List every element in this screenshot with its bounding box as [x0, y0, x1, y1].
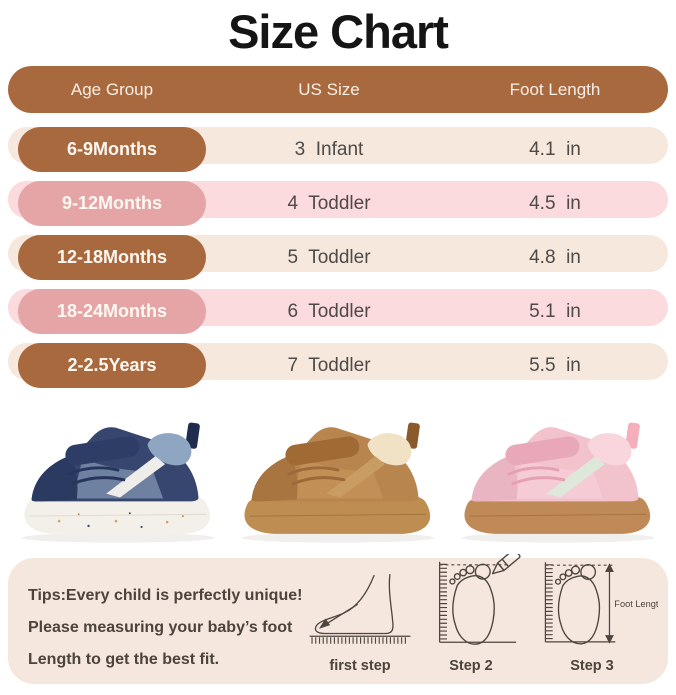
age-group-pill: 9-12Months — [18, 181, 206, 226]
us-size-cell: 5 Toddler — [287, 246, 371, 268]
tips-line: Length to get the best fit. — [28, 651, 220, 668]
step-label: first step — [329, 658, 391, 674]
us-size-cell: 6 Toddler — [287, 300, 371, 322]
age-group-pill: 6-9Months — [18, 127, 206, 172]
age-group-pill: 2-2.5Years — [18, 343, 206, 388]
step-first: first step — [304, 569, 416, 674]
us-size-cell: 7 Toddler — [287, 354, 371, 376]
column-header-foot-length: Foot Length — [509, 79, 601, 99]
step-2: Step 2 — [420, 554, 522, 674]
pink-sneaker-image — [450, 392, 666, 550]
tips-text: Tips:Every child is perfectly unique! Pl… — [28, 558, 304, 684]
column-header-age-group: Age Group — [70, 79, 154, 99]
table-row: 9-12Months 4 Toddler 4.5 in — [8, 181, 668, 226]
table-row: 12-18Months 5 Toddler 4.8 in — [8, 235, 668, 280]
foot-length-annotation: Foot Length — [614, 599, 658, 609]
page-title: Size Chart — [228, 5, 449, 58]
measuring-steps: first step — [304, 554, 660, 684]
table-row: 2-2.5Years 7 Toddler 5.5 in — [8, 343, 668, 388]
table-row: 6-9Months 3 Infant 4.1 in — [8, 127, 668, 172]
table-header-row: Age Group US Size Foot Length — [8, 66, 668, 113]
step-label: Step 3 — [570, 658, 614, 674]
foot-length-cell: 4.8 in — [529, 246, 581, 268]
foot-length-measure-icon: Foot Length — [544, 562, 658, 645]
tips-line: Please measuring your baby’s foot — [28, 619, 293, 636]
foot-ruler-pencil-icon — [438, 554, 521, 645]
brown-sneaker-image — [230, 392, 446, 550]
foot-length-cell: 4.5 in — [529, 192, 581, 214]
age-group-pill: 12-18Months — [18, 235, 206, 280]
column-header-us-size: US Size — [298, 79, 360, 99]
step-label: Step 2 — [449, 658, 493, 674]
age-group-pill: 18-24Months — [18, 289, 206, 334]
tips-line: Tips:Every child is perfectly unique! — [28, 587, 303, 604]
product-photos — [0, 386, 676, 550]
foot-length-cell: 5.5 in — [529, 354, 581, 376]
foot-side-view-icon — [309, 574, 411, 644]
foot-length-cell: 5.1 in — [529, 300, 581, 322]
navy-sneaker-image — [10, 392, 226, 550]
us-size-cell: 4 Toddler — [287, 192, 371, 214]
table-row: 18-24Months 6 Toddler 5.1 in — [8, 289, 668, 334]
us-size-cell: 3 Infant — [294, 138, 364, 160]
step-3: Foot Length Step 3 — [526, 554, 658, 674]
tips-panel: Tips:Every child is perfectly unique! Pl… — [8, 554, 668, 684]
foot-length-cell: 4.1 in — [529, 138, 581, 160]
